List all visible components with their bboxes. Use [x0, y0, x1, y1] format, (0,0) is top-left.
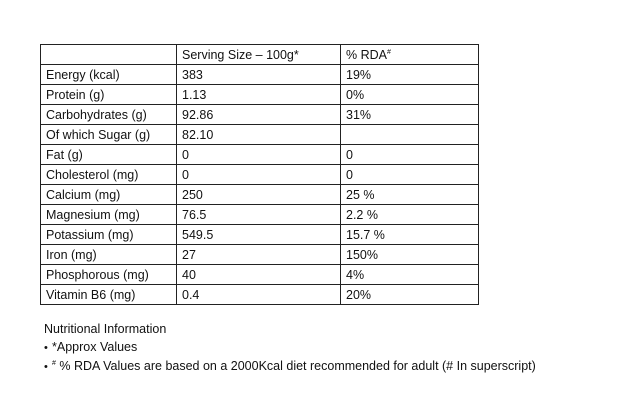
serving-value-cell: 27	[176, 244, 341, 265]
nutrient-cell: Magnesium (mg)	[40, 204, 177, 225]
rda-value-cell: 20%	[340, 284, 479, 305]
nutrient-cell: Fat (g)	[40, 144, 177, 165]
serving-value-cell: 0	[176, 144, 341, 165]
serving-value-cell: 549.5	[176, 224, 341, 245]
footnote-title: Nutritional Information	[44, 322, 167, 336]
nutrient-cell: Carbohydrates (g)	[40, 104, 177, 125]
rda-value-cell: 25 %	[340, 184, 479, 205]
header-rda-superscript: #	[386, 48, 391, 56]
rda-value-cell: 0	[340, 164, 479, 185]
nutrient-cell: Vitamin B6 (mg)	[40, 284, 177, 305]
serving-value-cell: 250	[176, 184, 341, 205]
rda-value-cell: 0	[340, 144, 479, 165]
table-row: Vitamin B6 (mg) 0.4 20%	[40, 284, 479, 305]
table-row: Protein (g) 1.13 0%	[40, 84, 479, 105]
table-row: Of which Sugar (g) 82.10	[40, 124, 479, 145]
nutrient-cell: Of which Sugar (g)	[40, 124, 177, 145]
rda-value-cell: 15.7 %	[340, 224, 479, 245]
table-row: Magnesium (mg) 76.5 2.2 %	[40, 204, 479, 225]
serving-value-cell: 40	[176, 264, 341, 285]
serving-value-cell: 0	[176, 164, 341, 185]
serving-value-cell: 1.13	[176, 84, 341, 105]
rda-value-cell: 4%	[340, 264, 479, 285]
bullet-icon: •	[44, 361, 48, 373]
nutrient-cell: Potassium (mg)	[40, 224, 177, 245]
rda-value-cell: 31%	[340, 104, 479, 125]
table-row: Phosphorous (mg) 40 4%	[40, 264, 479, 285]
nutrition-table: Serving Size – 100g* % RDA# Energy (kcal…	[40, 44, 479, 305]
nutrient-cell: Iron (mg)	[40, 244, 177, 265]
footnote-prefix: *	[52, 340, 57, 354]
footnote-item: • # % RDA Values are based on a 2000Kcal …	[44, 357, 536, 376]
footnote-item: • *Approx Values	[44, 338, 536, 357]
rda-value-cell: 2.2 %	[340, 204, 479, 225]
nutrient-cell: Energy (kcal)	[40, 64, 177, 85]
footnote-text: Approx Values	[56, 340, 138, 354]
table-row: Cholesterol (mg) 0 0	[40, 164, 479, 185]
footnotes: Nutritional Information • *Approx Values …	[44, 320, 536, 376]
nutrient-cell: Cholesterol (mg)	[40, 164, 177, 185]
table-row: Fat (g) 0 0	[40, 144, 479, 165]
rda-value-cell: 0%	[340, 84, 479, 105]
serving-value-cell: 0.4	[176, 284, 341, 305]
serving-value-cell: 76.5	[176, 204, 341, 225]
table-row: Energy (kcal) 383 19%	[40, 64, 479, 85]
footnote-superscript: #	[52, 359, 56, 367]
rda-value-cell	[340, 124, 479, 145]
table-row: Carbohydrates (g) 92.86 31%	[40, 104, 479, 125]
footnote-text: % RDA Values are based on a 2000Kcal die…	[55, 359, 536, 373]
nutrient-cell: Phosphorous (mg)	[40, 264, 177, 285]
table-row: Calcium (mg) 250 25 %	[40, 184, 479, 205]
serving-value-cell: 82.10	[176, 124, 341, 145]
header-rda: % RDA#	[340, 44, 479, 65]
header-nutrient	[40, 44, 177, 65]
table-row: Potassium (mg) 549.5 15.7 %	[40, 224, 479, 245]
nutrient-cell: Protein (g)	[40, 84, 177, 105]
serving-value-cell: 92.86	[176, 104, 341, 125]
rda-value-cell: 19%	[340, 64, 479, 85]
header-serving-size: Serving Size – 100g*	[176, 44, 341, 65]
serving-value-cell: 383	[176, 64, 341, 85]
table-row: Iron (mg) 27 150%	[40, 244, 479, 265]
nutrient-cell: Calcium (mg)	[40, 184, 177, 205]
table-header-row: Serving Size – 100g* % RDA#	[40, 44, 479, 65]
bullet-icon: •	[44, 342, 48, 354]
rda-value-cell: 150%	[340, 244, 479, 265]
header-rda-label: % RDA	[346, 47, 387, 62]
